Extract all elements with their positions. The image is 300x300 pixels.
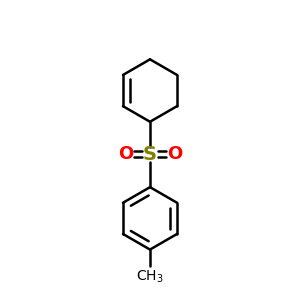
Text: O: O (167, 146, 182, 164)
Text: O: O (118, 146, 133, 164)
Text: CH$_3$: CH$_3$ (136, 268, 164, 285)
Text: S: S (143, 145, 157, 164)
